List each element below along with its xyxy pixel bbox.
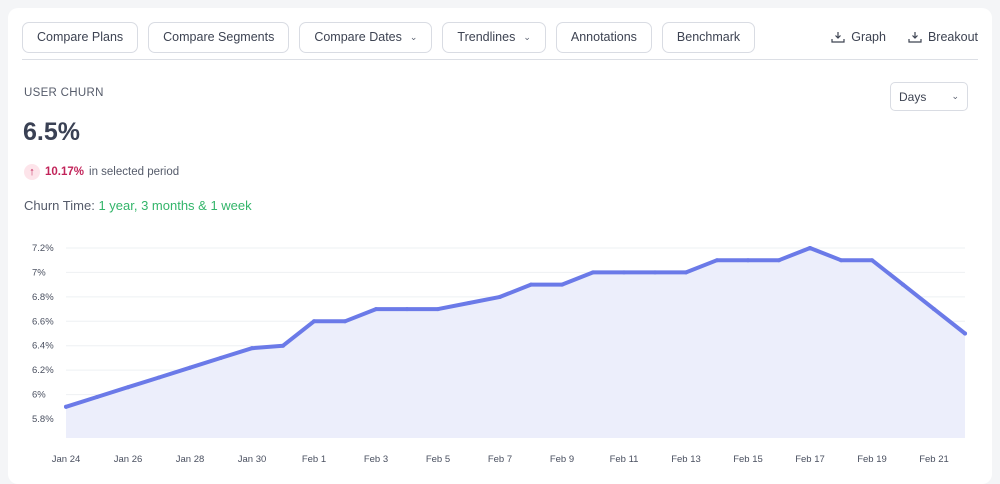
x-tick-label: Jan 24 (52, 454, 81, 465)
change-text: in selected period (89, 166, 180, 178)
data-point (684, 270, 688, 275)
interval-select[interactable]: Days ⌄ (890, 82, 968, 111)
x-tick-label: Feb 7 (488, 454, 512, 465)
data-point (64, 404, 68, 409)
data-point (591, 270, 595, 275)
x-tick-label: Jan 30 (238, 454, 267, 465)
data-point (219, 355, 223, 360)
x-tick-label: Feb 15 (733, 454, 763, 465)
data-point (95, 395, 99, 400)
churn-time: Churn Time: 1 year, 3 months & 1 week (24, 198, 252, 213)
graph-button[interactable]: Graph (831, 30, 886, 44)
trendlines-label: Trendlines (457, 30, 516, 44)
data-point (622, 270, 626, 275)
metric-label: USER CHURN (24, 87, 104, 99)
annotations-button[interactable]: Annotations (555, 21, 652, 53)
data-point (560, 282, 564, 287)
arrow-up-icon: ↑ (24, 164, 40, 180)
y-tick-label: 7.2% (32, 243, 54, 254)
toolbar-actions: Graph Breakout (831, 30, 978, 44)
data-point (374, 307, 378, 312)
x-tick-label: Feb 11 (610, 454, 639, 465)
x-tick-label: Feb 17 (795, 454, 825, 465)
y-tick-label: 7% (32, 267, 46, 278)
x-tick-label: Feb 5 (426, 454, 450, 465)
x-tick-label: Feb 19 (857, 454, 887, 465)
compare-segments-button[interactable]: Compare Segments (148, 21, 290, 53)
churn-time-value: 1 year, 3 months & 1 week (98, 198, 252, 213)
toolbar: Compare Plans Compare Segments Compare D… (22, 14, 978, 60)
data-point (715, 258, 719, 263)
change-indicator: ↑ 10.17% in selected period (24, 164, 179, 180)
data-point (932, 307, 936, 312)
trendlines-button[interactable]: Trendlines ⌄ (442, 21, 546, 53)
breakout-label: Breakout (927, 30, 978, 44)
y-tick-label: 6.4% (32, 341, 54, 352)
y-tick-label: 6.2% (32, 365, 54, 376)
benchmark-label: Benchmark (676, 30, 741, 44)
data-point (343, 319, 347, 324)
benchmark-button[interactable]: Benchmark (661, 21, 756, 53)
x-axis-ticks: Jan 24 Jan 26 Jan 28 Jan 30 Feb 1 Feb 3 Feb 5 F… (52, 454, 949, 465)
x-tick-label: Feb 1 (302, 454, 326, 465)
y-tick-label: 6.6% (32, 316, 54, 327)
chevron-down-icon: ⌄ (951, 91, 959, 101)
data-point (746, 258, 750, 263)
compare-plans-button[interactable]: Compare Plans (22, 21, 139, 53)
x-tick-label: Feb 3 (364, 454, 388, 465)
series-area (66, 248, 965, 438)
compare-dates-label: Compare Dates (314, 30, 402, 44)
compare-dates-button[interactable]: Compare Dates ⌄ (299, 21, 433, 53)
graph-icon (831, 32, 845, 43)
data-point (467, 300, 471, 305)
y-tick-label: 6% (32, 390, 46, 401)
data-point (405, 307, 409, 312)
data-point (126, 385, 130, 390)
data-point (839, 258, 843, 263)
series-points (64, 246, 967, 409)
toolbar-divider (22, 59, 978, 60)
data-point (312, 319, 316, 324)
compare-segments-label: Compare Segments (163, 30, 275, 44)
data-point (281, 343, 285, 348)
compare-plans-label: Compare Plans (37, 30, 124, 44)
data-point (529, 282, 533, 287)
x-tick-label: Jan 26 (114, 454, 143, 465)
data-point (963, 331, 967, 336)
x-tick-label: Jan 28 (176, 454, 205, 465)
data-point (436, 307, 440, 312)
data-point (808, 246, 812, 250)
data-point (157, 375, 161, 380)
y-tick-label: 5.8% (32, 414, 54, 425)
change-percent: 10.17% (45, 166, 85, 178)
chevron-down-icon: ⌄ (409, 31, 418, 42)
data-point (870, 258, 874, 263)
data-point (188, 365, 192, 370)
y-axis-ticks: 5.8% 6% 6.2% 6.4% 6.6% 6.8% 7% 7.2% (32, 243, 54, 425)
y-tick-label: 6.8% (32, 292, 54, 303)
annotations-label: Annotations (570, 30, 637, 44)
data-point (653, 270, 657, 275)
interval-select-value: Days (899, 89, 927, 104)
chevron-down-icon: ⌄ (523, 31, 531, 42)
breakout-button[interactable]: Breakout (908, 30, 978, 44)
metric-value: 6.5% (23, 118, 80, 146)
breakout-icon (908, 32, 922, 43)
churn-time-label: Churn Time: (24, 198, 95, 213)
data-point (901, 282, 905, 287)
data-point (498, 294, 502, 299)
x-tick-label: Feb 13 (671, 454, 701, 465)
data-point (777, 258, 781, 263)
graph-label: Graph (851, 30, 886, 44)
data-point (250, 346, 254, 351)
x-tick-label: Feb 9 (550, 454, 574, 465)
series-line (64, 246, 967, 409)
x-tick-label: Feb 21 (919, 454, 949, 465)
